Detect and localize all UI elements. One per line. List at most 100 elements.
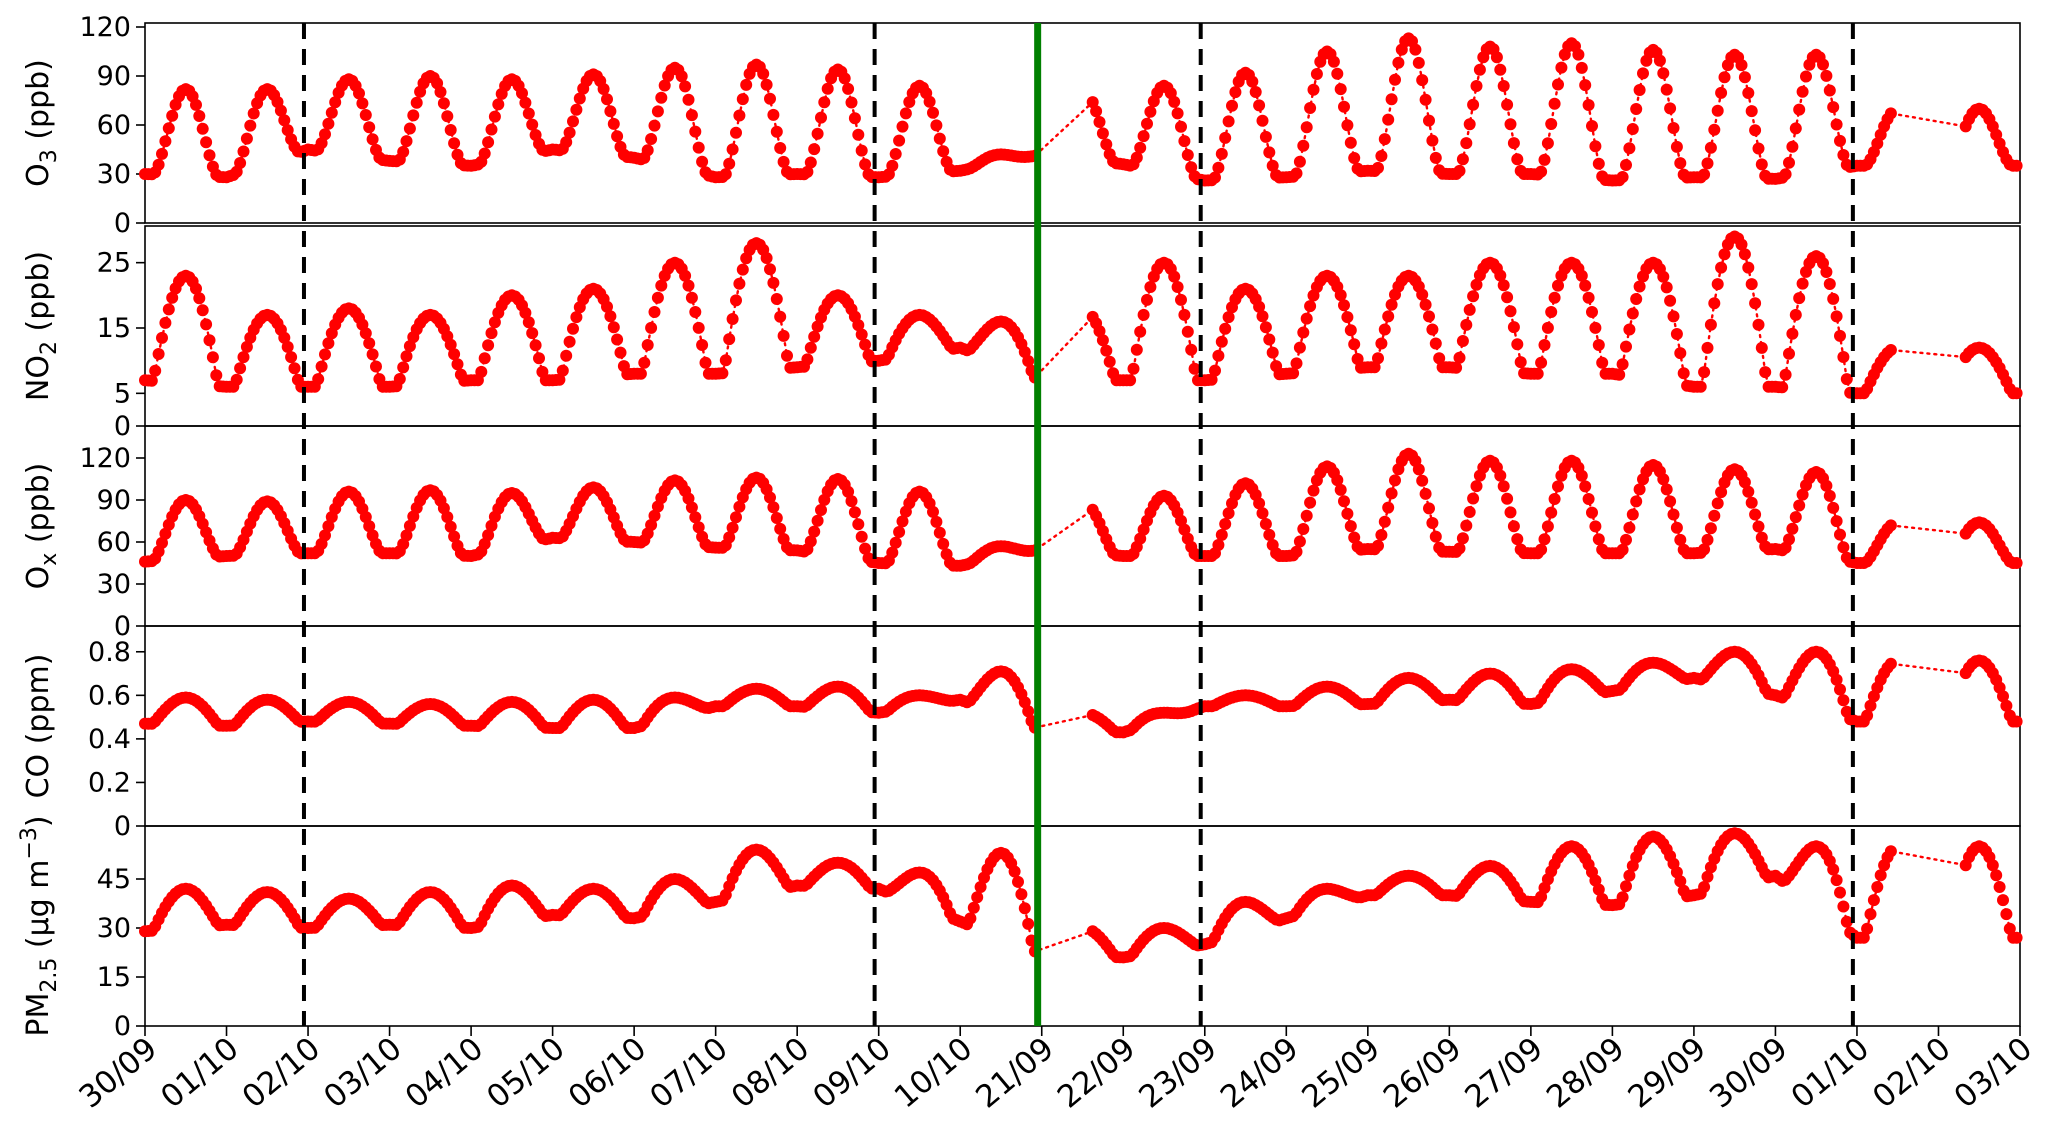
data-point: [1219, 322, 1232, 335]
x-tick-label: 30/09: [73, 1031, 165, 1116]
data-point: [1141, 117, 1153, 130]
data-point: [1704, 522, 1717, 535]
y-axis-label: PM2.5 (µg m−3): [17, 815, 62, 1036]
data-point: [482, 136, 495, 149]
data-point: [1830, 118, 1843, 131]
data-point: [1256, 507, 1269, 520]
data-point: [319, 348, 331, 361]
data-point: [1018, 902, 1031, 915]
data-point: [1453, 351, 1466, 364]
data-point: [733, 500, 746, 513]
data-point: [322, 337, 335, 350]
data-point: [397, 361, 410, 374]
data-point: [821, 82, 834, 95]
data-point: [1331, 474, 1344, 487]
data-point: [927, 106, 939, 119]
data-point: [1660, 83, 1673, 96]
series-points: [139, 827, 2023, 964]
data-point: [859, 338, 872, 351]
data-point: [1504, 118, 1517, 131]
data-point: [1742, 485, 1755, 498]
data-point: [1670, 866, 1683, 879]
data-point: [1715, 486, 1728, 499]
data-point: [682, 279, 695, 292]
data-point: [567, 115, 579, 128]
data-point: [655, 279, 668, 292]
data-point: [1535, 165, 1548, 178]
data-point: [1008, 865, 1021, 878]
series-points: [139, 645, 2023, 739]
data-point: [770, 293, 783, 305]
data-point: [1783, 533, 1795, 546]
data-point: [448, 530, 461, 543]
data-point: [1175, 293, 1187, 306]
x-tick-label: 23/09: [1132, 1031, 1224, 1116]
data-point: [1582, 493, 1595, 505]
data-point: [1389, 474, 1401, 487]
x-tick-label: 03/10: [317, 1031, 409, 1116]
data-point: [1375, 529, 1388, 541]
x-tick-label: 21/09: [969, 1031, 1061, 1116]
data-point: [1416, 288, 1429, 301]
data-point: [1674, 347, 1687, 360]
data-point: [403, 122, 416, 135]
data-point: [770, 125, 783, 138]
data-point: [1460, 519, 1473, 532]
data-point: [1626, 508, 1639, 521]
data-point: [682, 492, 695, 505]
x-tick-label: 22/09: [1051, 1031, 1143, 1116]
y-axis-label-subscript: 2: [37, 341, 62, 355]
data-point: [403, 519, 416, 532]
data-point: [1752, 520, 1765, 533]
data-point: [363, 520, 376, 533]
data-point: [240, 132, 253, 145]
data-point: [1759, 366, 1772, 379]
panel-frame: [144, 22, 2021, 224]
data-point: [1304, 496, 1317, 509]
data-point: [1840, 915, 1853, 928]
data-point: [1620, 533, 1632, 546]
data-point: [519, 96, 532, 109]
data-point: [1708, 297, 1721, 310]
data-point: [1779, 368, 1792, 381]
data-point: [736, 93, 749, 106]
data-point: [808, 330, 821, 343]
data-point: [1755, 341, 1768, 354]
data-point: [1861, 709, 1874, 722]
data-point: [152, 348, 165, 360]
y-tick-label: 45: [97, 864, 131, 895]
data-point: [1304, 300, 1317, 313]
data-point: [1130, 151, 1143, 164]
data-point: [730, 126, 742, 139]
data-point: [1460, 137, 1473, 150]
data-point: [692, 141, 705, 154]
data-point: [1501, 492, 1514, 505]
data-point: [1307, 484, 1320, 497]
data-point: [1300, 121, 1313, 134]
y-tick-label: 30: [97, 913, 131, 944]
data-point: [485, 327, 498, 340]
data-point: [845, 495, 858, 508]
data-point: [1575, 269, 1588, 282]
data-point: [719, 354, 732, 367]
data-point: [1341, 311, 1354, 324]
data-point: [1263, 528, 1276, 541]
data-point: [1209, 364, 1221, 377]
data-point: [736, 263, 749, 276]
data-point: [278, 331, 291, 344]
data-point: [1219, 518, 1232, 530]
data-point: [838, 72, 851, 85]
data-point: [397, 145, 410, 158]
data-point: [1653, 54, 1666, 67]
data-point: [1188, 362, 1201, 375]
x-axis: 30/0901/1002/1003/1004/1005/1006/1007/10…: [73, 1026, 2039, 1116]
data-point: [488, 110, 501, 123]
data-point: [1419, 93, 1432, 106]
series-line: [143, 650, 2018, 734]
data-point: [675, 70, 688, 83]
data-point: [1382, 310, 1395, 323]
data-point: [645, 321, 658, 334]
data-point: [1579, 79, 1592, 92]
data-point: [1290, 167, 1303, 180]
data-point: [166, 291, 179, 304]
